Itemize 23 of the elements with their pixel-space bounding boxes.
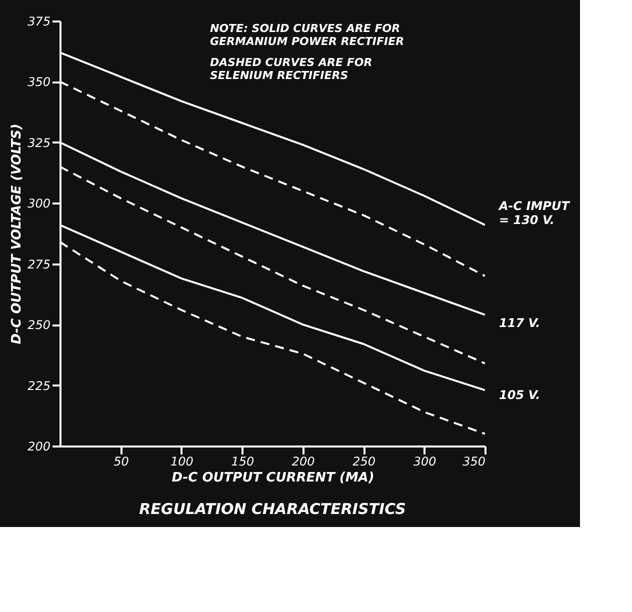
x-tick-label: 250 — [352, 454, 376, 468]
text: 117 V. — [499, 316, 540, 330]
text: A-C IMPUT = 130 V. — [498, 198, 570, 227]
text: 105 V. — [499, 388, 540, 402]
y-tick-label: 250 — [28, 318, 51, 332]
y-tick-label: 300 — [28, 196, 51, 211]
x-tick-label: 50 — [114, 454, 130, 468]
y-tick-label: 350 — [28, 75, 51, 90]
x-tick-label: 100 — [170, 454, 194, 468]
y-tick-label: 275 — [28, 257, 50, 272]
x-tick-label: 350 — [462, 454, 486, 468]
y-tick-label: 225 — [28, 378, 50, 393]
x-tick-label: 200 — [292, 454, 316, 468]
annotation: DASHED CURVES ARE FOR SELENIUM RECTIFIERS — [210, 56, 372, 82]
x-tick-label: 150 — [231, 454, 254, 468]
x-tick-label: 300 — [413, 454, 437, 468]
y-tick-label: 200 — [28, 440, 51, 454]
y-axis-title: D-C OUTPUT VOLTAGE (VOLTS) — [10, 124, 25, 344]
text: REGULATION CHARACTERISTICS — [139, 500, 406, 518]
y-tick-label: 375 — [28, 14, 50, 28]
x-axis-title: D-C OUTPUT CURRENT (MA) — [172, 470, 374, 486]
y-tick-label: 325 — [28, 136, 50, 150]
annotation: NOTE: SOLID CURVES ARE FOR GERMANIUM POWER RECTIFIER — [210, 22, 404, 48]
